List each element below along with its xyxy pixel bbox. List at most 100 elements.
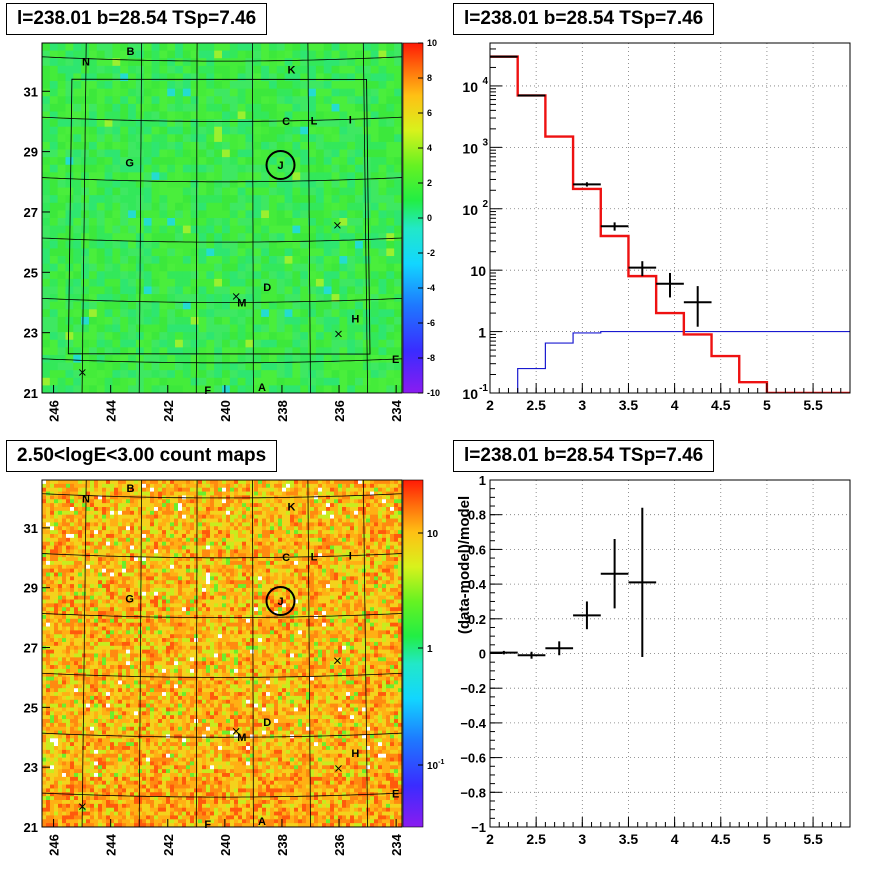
map-pixel	[118, 499, 123, 504]
map-pixel	[159, 256, 168, 265]
map-pixel	[57, 377, 66, 386]
map-pixel	[175, 164, 184, 173]
map-pixel	[130, 603, 135, 608]
map-pixel	[90, 499, 95, 504]
map-pixel	[94, 726, 99, 732]
map-pixel	[130, 564, 135, 570]
map-pixel	[78, 823, 83, 828]
map-pixel	[142, 811, 147, 816]
map-pixel	[42, 568, 47, 573]
y-tick-label: 10	[462, 202, 478, 218]
map-pixel	[126, 649, 131, 654]
map-pixel	[94, 537, 99, 543]
map-pixel	[86, 591, 91, 597]
map-pixel	[237, 210, 246, 219]
map-pixel	[146, 742, 151, 747]
map-pixel	[46, 530, 51, 535]
map-pixel	[57, 149, 66, 158]
map-pixel	[175, 88, 184, 97]
map-pixel	[151, 65, 160, 74]
map-pixel	[134, 749, 139, 755]
map-pixel	[214, 256, 223, 265]
map-pixel	[126, 622, 131, 627]
map-pixel	[150, 641, 155, 647]
map-pixel	[130, 823, 135, 828]
map-pixel	[222, 385, 231, 394]
map-pixel	[198, 96, 207, 105]
map-pixel	[222, 81, 231, 90]
map-pixel	[46, 614, 51, 620]
map-pixel	[106, 564, 111, 570]
map-pixel	[253, 278, 262, 287]
map-pixel	[276, 157, 286, 166]
x-tick-label: 3	[578, 397, 586, 413]
map-pixel	[98, 638, 103, 643]
map-pixel	[386, 103, 395, 112]
map-pixel	[150, 530, 155, 535]
map-pixel	[102, 823, 107, 828]
map-pixel	[331, 370, 340, 379]
map-pixel	[58, 722, 63, 728]
map-pixel	[394, 332, 403, 341]
map-pixel	[284, 256, 293, 265]
map-pixel	[106, 769, 111, 774]
map-pixel	[378, 278, 387, 287]
map-pixel	[339, 195, 348, 204]
map-pixel	[355, 309, 364, 318]
map-pixel	[86, 784, 91, 789]
map-pixel	[323, 309, 332, 318]
map-pixel	[222, 301, 231, 310]
map-pixel	[96, 50, 106, 59]
map-pixel	[42, 665, 47, 670]
map-pixel	[126, 530, 131, 535]
map-pixel	[86, 761, 91, 766]
map-pixel	[130, 483, 135, 489]
map-pixel	[292, 332, 301, 341]
map-pixel	[308, 187, 317, 196]
map-pixel	[300, 65, 309, 74]
map-pixel	[62, 792, 67, 797]
map-pixel	[94, 645, 99, 651]
map-pixel	[128, 187, 137, 196]
map-pixel	[90, 757, 95, 762]
map-pixel	[394, 248, 403, 257]
map-pixel	[94, 618, 99, 624]
map-pixel	[98, 726, 103, 732]
map-pixel	[73, 233, 82, 242]
map-pixel	[94, 769, 99, 774]
map-pixel	[154, 800, 159, 805]
map-pixel	[253, 377, 262, 386]
map-pixel	[94, 533, 99, 539]
map-pixel	[98, 803, 103, 809]
map-pixel	[138, 541, 143, 546]
map-pixel	[150, 792, 155, 797]
map-pixel	[114, 684, 119, 689]
map-pixel	[106, 661, 111, 666]
map-pixel	[362, 377, 372, 386]
map-pixel	[222, 50, 231, 59]
map-pixel	[46, 487, 51, 492]
map-pixel	[62, 684, 67, 689]
map-pixel	[222, 377, 231, 386]
map-pixel	[66, 649, 71, 654]
map-pixel	[106, 553, 111, 558]
map-pixel	[143, 294, 152, 303]
map-pixel	[190, 347, 199, 356]
map-pixel	[120, 73, 129, 82]
map-pixel	[143, 324, 152, 333]
map-pixel	[58, 730, 63, 735]
map-pixel	[102, 545, 107, 550]
map-pixel	[46, 780, 51, 785]
map-pixel	[104, 271, 113, 280]
map-pixel	[190, 202, 199, 211]
map-pixel	[151, 43, 160, 52]
map-pixel	[142, 746, 147, 751]
map-pixel	[308, 81, 317, 90]
map-pixel	[154, 549, 159, 554]
map-pixel	[150, 819, 155, 824]
map-pixel	[65, 111, 74, 120]
map-pixel	[50, 665, 55, 670]
map-pixel	[143, 50, 152, 59]
map-pixel	[150, 688, 155, 693]
map-pixel	[112, 43, 121, 52]
